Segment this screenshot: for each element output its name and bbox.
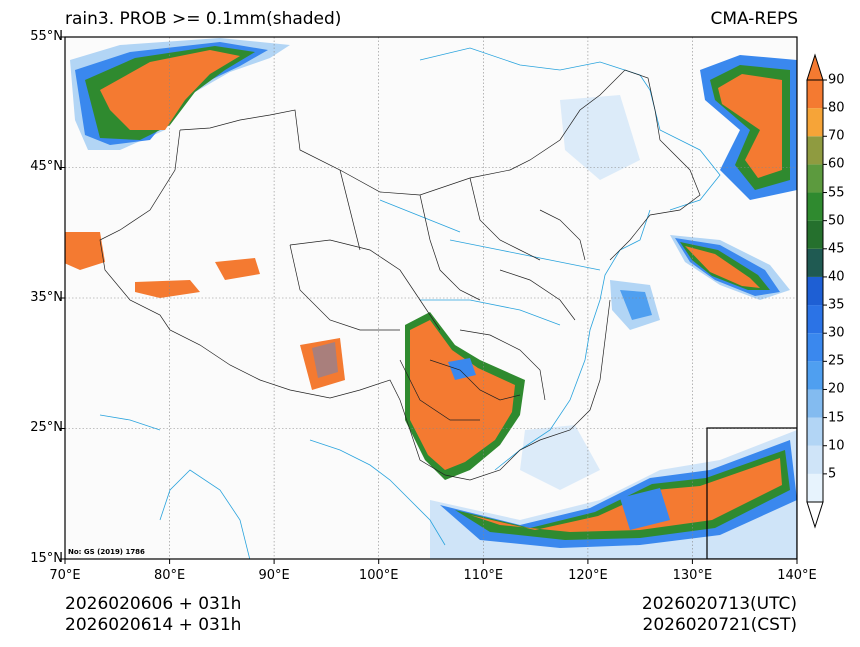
axis-ticks — [60, 36, 798, 564]
colorbar — [806, 53, 827, 529]
colorbar-segment — [807, 417, 823, 446]
colorbar-segment — [807, 192, 823, 221]
lon-label-80e: 80°E — [153, 568, 186, 583]
south-china-sea-inset — [706, 427, 797, 559]
colorbar-label: 70 — [828, 128, 845, 144]
coastlines-rivers — [99, 47, 721, 559]
colorbar-segment — [807, 361, 823, 390]
colorbar-segment — [807, 445, 823, 474]
colorbar-label: 10 — [828, 438, 845, 454]
lon-label-90e: 90°E — [258, 568, 290, 583]
map-title: rain3. PROB >= 0.1mm(shaded) — [65, 9, 342, 29]
colorbar-segment — [807, 248, 823, 277]
lon-label-130e: 130°E — [672, 568, 713, 583]
colorbar-segment — [807, 389, 823, 418]
colorbar-segment — [807, 473, 823, 502]
lat-label-35n: 35°N — [30, 290, 63, 305]
colorbar-label: 15 — [828, 410, 845, 426]
colorbar-label: 35 — [828, 297, 845, 313]
init-times: 2026020606 + 031h 2026020614 + 031h — [65, 594, 241, 636]
colorbar-segment — [807, 136, 823, 165]
colorbar-label: 5 — [828, 466, 837, 482]
colorbar-label: 55 — [828, 185, 845, 201]
colorbar-label: 20 — [828, 381, 845, 397]
colorbar-segment — [807, 276, 823, 306]
lon-label-70e: 70°E — [49, 568, 81, 583]
colorbar-segment — [807, 333, 823, 362]
init-time-utc: 2026020606 + 031h — [65, 594, 242, 614]
lat-label-55n: 55°N — [30, 29, 63, 44]
colorbar-segment — [807, 164, 823, 193]
colorbar-label: 45 — [828, 241, 845, 257]
valid-time-cst: 2026020721(CST) — [642, 615, 797, 635]
lat-label-45n: 45°N — [30, 159, 63, 174]
lon-label-140e: 140°E — [777, 568, 817, 583]
valid-times: 2026020713(UTC) 2026020721(CST) — [642, 594, 797, 636]
lon-label-110e: 110°E — [463, 568, 504, 583]
colorbar-label: 80 — [828, 100, 845, 116]
init-time-cst: 2026020614 + 031h — [65, 615, 242, 635]
colorbar-label: 30 — [828, 325, 845, 341]
lat-label-15n: 15°N — [30, 551, 63, 566]
colorbar-segment — [807, 108, 823, 137]
colorbar-segment — [807, 220, 823, 249]
colorbar-segment — [807, 305, 823, 334]
colorbar-label: 60 — [828, 156, 845, 172]
colorbar-label: 40 — [828, 269, 845, 285]
colorbar-segment — [807, 80, 823, 109]
colorbar-max-extend — [806, 53, 824, 81]
model-name: CMA-REPS — [710, 9, 798, 29]
colorbar-min-extend — [806, 501, 824, 529]
precip-probability-shading — [65, 38, 797, 559]
colorbar-frame — [806, 79, 824, 503]
colorbar-label: 25 — [828, 353, 845, 369]
map-credit: No: GS (2019) 1786 — [68, 548, 145, 556]
lat-label-25n: 25°N — [30, 420, 63, 435]
colorbar-label: 50 — [828, 213, 845, 229]
lon-label-120e: 120°E — [568, 568, 608, 583]
lon-label-100e: 100°E — [358, 568, 399, 583]
colorbar-label: 90 — [828, 72, 845, 88]
valid-time-utc: 2026020713(UTC) — [641, 594, 797, 614]
admin-borders — [99, 69, 701, 481]
